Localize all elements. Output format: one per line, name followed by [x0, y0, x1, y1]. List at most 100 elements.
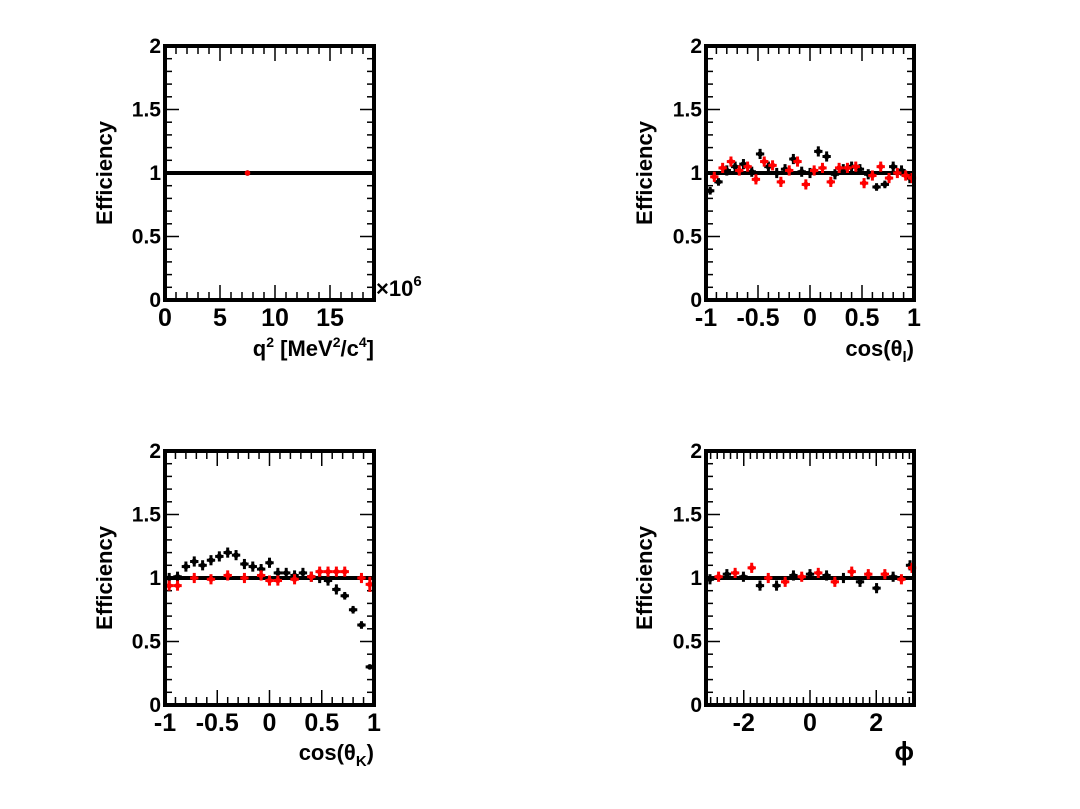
- data-point: [732, 570, 738, 576]
- data-point: [724, 571, 730, 577]
- y-axis-title: Efficiency: [92, 525, 117, 630]
- data-point: [773, 170, 780, 176]
- y-tick-label: 1.5: [673, 99, 703, 122]
- data-point: [798, 573, 805, 580]
- data-point: [183, 563, 189, 570]
- y-tick-label: 0: [690, 694, 702, 717]
- x-tick-label: 10: [261, 304, 289, 332]
- data-point: [844, 165, 851, 171]
- data-point: [358, 622, 365, 628]
- data-point: [823, 153, 830, 160]
- data-point: [258, 572, 264, 579]
- data-point: [769, 162, 776, 169]
- x-tick-label: 0: [803, 304, 817, 332]
- x-axis-title-part: cos(θ: [299, 740, 356, 765]
- chart-panel-2: 0 0.5 1 1.5 2 -1 -0.5 0 0.5 1 Efficiency cos(θl): [632, 35, 921, 366]
- data-point: [224, 572, 231, 579]
- x-tick-label: 0.5: [304, 709, 339, 737]
- plot-frame: [704, 449, 916, 707]
- data-point: [341, 592, 348, 599]
- data-point: [341, 568, 348, 575]
- data-point: [832, 171, 838, 178]
- data-point: [199, 562, 206, 569]
- data-point: [890, 163, 896, 170]
- data-point: [902, 172, 909, 179]
- data-point: [786, 167, 792, 174]
- x-axis-exponent-power: 6: [413, 273, 421, 290]
- x-tick-label: 1: [907, 304, 921, 332]
- data-point: [765, 575, 772, 581]
- data-point: [852, 163, 859, 170]
- data-point: [208, 557, 214, 564]
- x-tick-label: -1: [154, 709, 176, 737]
- data-point: [790, 572, 797, 579]
- data-point: [233, 552, 239, 558]
- data-point: [358, 575, 365, 581]
- x-axis-title: cos(θK): [299, 740, 374, 770]
- data-point: [803, 181, 809, 188]
- data-series-red: [710, 156, 917, 190]
- plot-frame: [163, 449, 376, 707]
- data-point: [815, 148, 822, 155]
- data-point: [325, 568, 331, 575]
- data-point: [890, 573, 896, 580]
- data-point: [224, 549, 231, 556]
- data-point: [748, 565, 755, 571]
- data-point: [350, 606, 356, 613]
- y-tick-label: 2: [149, 35, 161, 58]
- data-point: [715, 179, 722, 185]
- y-axis-title: Efficiency: [92, 120, 117, 225]
- data-point: [707, 576, 713, 583]
- y-tick-label: 2: [149, 440, 161, 463]
- x-axis-title-sub: K: [356, 753, 367, 770]
- data-point: [798, 168, 805, 175]
- plot-frame: [163, 44, 376, 302]
- data-point: [811, 167, 817, 174]
- data-series-red: [165, 566, 374, 592]
- data-point: [208, 576, 214, 583]
- y-tick-label: 0.5: [673, 226, 703, 249]
- y-tick-label: 2: [690, 440, 702, 463]
- y-tick-label: 1: [690, 567, 702, 590]
- data-point: [757, 151, 763, 157]
- data-point: [333, 586, 340, 593]
- data-point: [174, 582, 181, 589]
- y-tick-label: 1: [149, 567, 161, 590]
- data-point: [886, 175, 892, 181]
- data-point: [873, 585, 880, 591]
- x-axis-title-sup: 2: [333, 334, 341, 350]
- x-axis-title-part: [MeV: [274, 336, 333, 361]
- y-tick-label: 0.5: [132, 631, 162, 654]
- data-point: [823, 572, 830, 579]
- data-point: [333, 568, 340, 575]
- data-point: [753, 176, 759, 183]
- data-point: [740, 573, 747, 580]
- data-point: [832, 579, 838, 585]
- data-series-red: [244, 170, 251, 176]
- x-axis-exponent-base: ×10: [376, 276, 413, 301]
- data-point: [744, 163, 751, 170]
- y-tick-label: 0: [690, 289, 702, 312]
- y-tick-label: 1.5: [132, 99, 162, 122]
- x-tick-label: 5: [213, 304, 227, 332]
- data-point: [857, 579, 863, 585]
- data-point: [894, 170, 901, 176]
- data-point: [191, 558, 198, 565]
- data-point: [773, 582, 780, 589]
- data-point: [869, 172, 876, 179]
- data-point: [291, 576, 298, 583]
- data-point: [216, 553, 223, 560]
- x-tick-label: 15: [316, 304, 344, 332]
- data-point: [707, 187, 713, 194]
- plot-frame: [704, 44, 916, 302]
- data-point: [241, 575, 248, 581]
- data-series-red: [714, 562, 917, 587]
- data-point: [283, 570, 290, 576]
- data-point: [266, 577, 273, 584]
- x-axis-title-part: ): [367, 740, 374, 765]
- data-point: [757, 582, 763, 589]
- data-point: [761, 158, 768, 165]
- y-tick-label: 1.5: [132, 504, 162, 527]
